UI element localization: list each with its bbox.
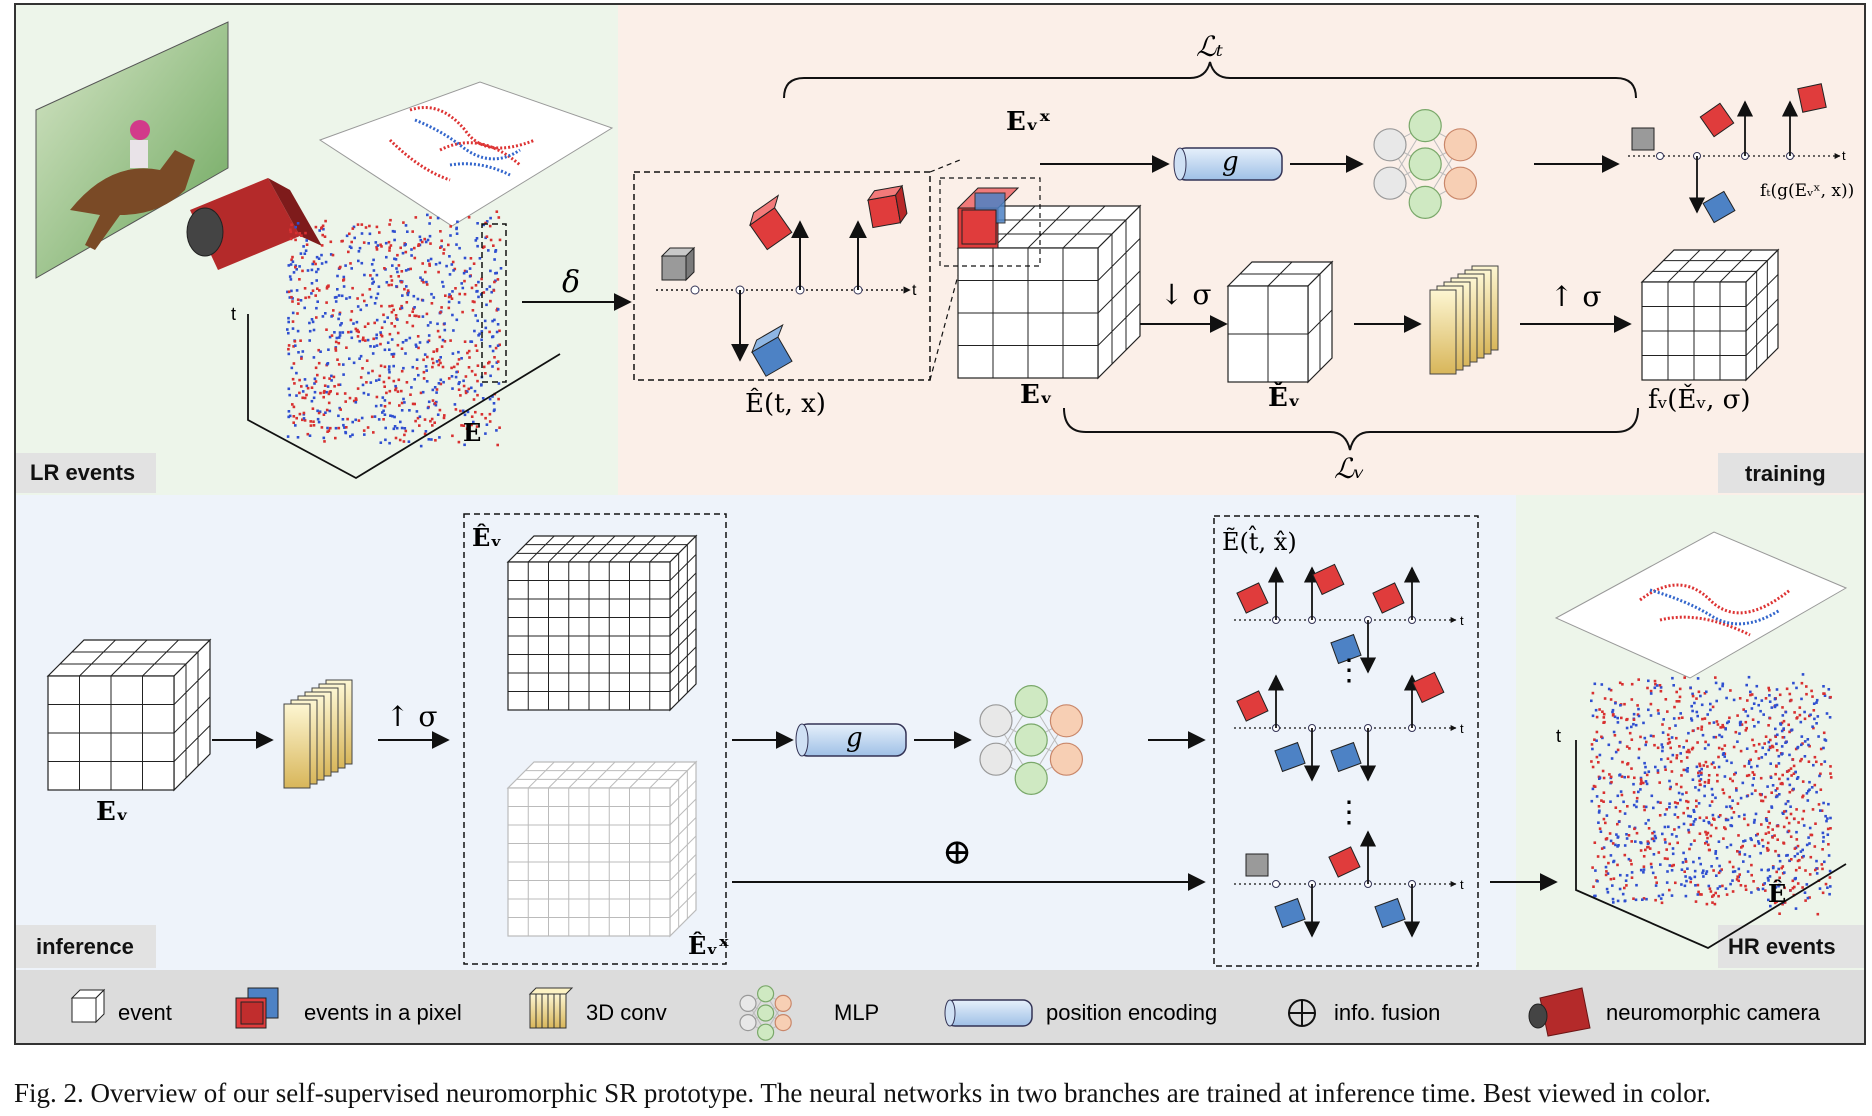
grey-event-cube [660,246,696,282]
info-fusion-symbol: ⊕ [942,832,972,873]
inf-up-sigma-label: ↑ σ [386,700,437,733]
vdots-2: ⋮ [1334,795,1364,830]
hr-sequence-box [1213,515,1479,967]
downsampled-volume [1226,260,1334,384]
legend-event: event [118,1000,172,1025]
camera-icon [1528,987,1591,1037]
upsampled-volume [1640,248,1780,382]
hr-event-timelines: t t t [1234,563,1464,938]
legend-position-encoding: position encoding [1046,1000,1217,1025]
legend-bar [16,970,1864,1043]
legend-3d-conv: 3D conv [586,1000,667,1025]
neuromorphic-camera [186,178,322,270]
t-axis-label: t [231,304,236,324]
training-panel [618,5,1864,495]
svg-text:t: t [1460,721,1464,736]
E-hat-axis-label: Ê [1768,879,1786,908]
legend: event events in a pixel 3D conv MLP posi… [70,985,1821,1041]
position-encoding-g [1173,147,1283,181]
hr-events-label: HR events [1728,934,1836,959]
pixel-events-icon [235,987,279,1029]
Ev-label: Eᵥ [1020,380,1053,410]
inference-3d-conv-block [283,679,353,789]
red-event-cube [866,184,908,229]
pixel-column-selection [481,223,507,383]
Lt-label: ℒₜ [1196,30,1223,63]
Lv-label: ℒᵥ [1334,452,1365,485]
blue-event-cube [751,323,793,377]
zoom-lines [929,159,961,381]
temporal-output [1628,83,1841,224]
events-in-pixel-highlight [939,177,1041,267]
vdots-1: ⋮ [1334,653,1364,688]
svg-text:t: t [912,282,917,299]
E-tilde-label: Ẽ(t̂, x̂) [1222,525,1297,556]
inf-g-label: g [846,723,863,753]
Ev-hat-label: Êᵥ [472,523,502,552]
hr-event-frame [1554,531,1848,679]
Lv-brace [1063,407,1639,451]
legend-info-fusion: info. fusion [1334,1000,1440,1025]
svg-text:t: t [1460,613,1464,628]
position-encoding-icon [944,999,1033,1027]
inference-input-volume [46,638,212,792]
g-label: g [1222,147,1239,177]
conv3d-icon [528,987,574,1029]
inference-panel [16,495,1516,970]
legend-events-in-pixel: events in a pixel [304,1000,462,1025]
mlp-network [1373,108,1478,219]
svg-text:t: t [1842,148,1846,163]
Ev-hat-x-label: Êᵥˣ [688,931,729,960]
upsampled-box [463,513,727,965]
info-fusion-icon [1288,999,1316,1027]
hr-event-cloud [1590,673,1833,916]
event-timeline [656,220,911,362]
red-event-cube [749,194,793,251]
figure-caption: Fig. 2. Overview of our self-supervised … [14,1078,1712,1108]
down-sigma-label: ↓ σ [1160,278,1211,311]
training-label: training [1745,461,1826,486]
inference-Ev-label: Eᵥ [96,797,129,827]
ft-label: fₜ(g(Eᵥˣ, x)) [1760,181,1854,201]
Ev-check-label: Ěᵥ [1268,381,1301,413]
E-axis-label: E [463,418,481,447]
lr-axes [247,314,561,480]
Lt-brace [783,61,1637,99]
lr-events-label: LR events [30,460,135,485]
legend-mlp: MLP [834,1000,879,1025]
fv-label: fᵥ(Ěᵥ, σ) [1648,383,1751,415]
event-cube-icon [70,988,106,1024]
event-sequence-box [633,171,931,381]
inference-mlp-network [979,684,1084,796]
horse-photo [35,21,229,279]
Ev-hat-x-sparse-volume [506,760,698,938]
hr-axes [1575,740,1847,950]
inference-label: inference [36,934,134,959]
3d-conv-block [1429,265,1499,375]
hr-t-axis-label: t [1556,726,1561,746]
legend-neuromorphic-camera: neuromorphic camera [1606,1000,1821,1025]
lr-event-frame [318,81,614,227]
delta-label: δ [562,265,580,300]
inference-position-encoding-g [795,723,907,757]
E-hat-tx-label: Ê(t, x) [745,387,826,419]
up-sigma-label: ↑ σ [1550,280,1601,313]
mlp-icon [739,985,792,1041]
Ev-x-label: Eᵥˣ [1006,107,1051,137]
svg-text:t: t [1460,877,1464,892]
Ev-hat-volume [506,534,698,712]
